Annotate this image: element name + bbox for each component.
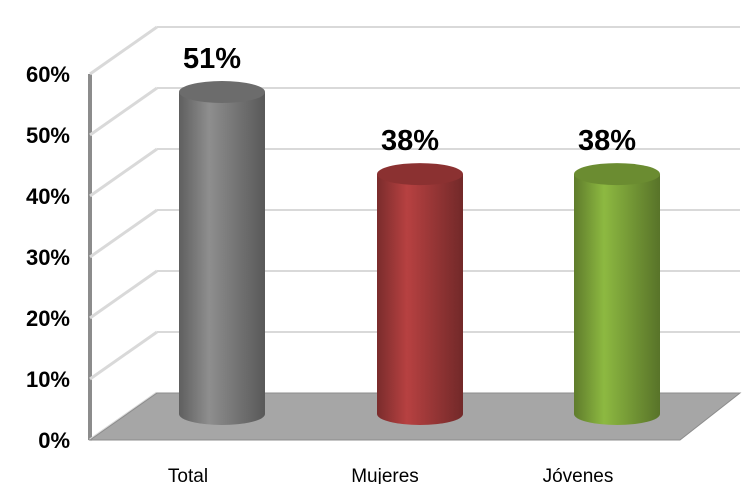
data-label: 51% [183, 43, 241, 75]
bars [179, 81, 660, 425]
x-tick-label: Total [168, 466, 208, 484]
y-tick-label: 60% [26, 62, 70, 87]
x-tick-label: Mujeres [351, 466, 419, 484]
data-label: 38% [578, 125, 636, 157]
y-tick-label: 30% [26, 245, 70, 270]
y-tick-label: 40% [26, 184, 70, 209]
bar-j-venes [574, 163, 660, 425]
x-tick-label: Jóvenes [543, 466, 614, 484]
bar-mujeres [377, 163, 463, 425]
gridline [89, 25, 740, 76]
bar-total [179, 81, 265, 425]
y-tick-label: 0% [38, 428, 70, 453]
x-axis-ticks: Total Mujeres Jóvenes [168, 466, 614, 487]
y-tick-label: 10% [26, 367, 70, 392]
data-label: 38% [381, 125, 439, 157]
y-axis-ticks: 0% 10% 20% 30% 40% 50% 60% [26, 62, 70, 453]
y-tick-label: 20% [26, 306, 70, 331]
y-tick-label: 50% [26, 123, 70, 148]
data-labels: 51% 38% 38% [183, 43, 636, 157]
